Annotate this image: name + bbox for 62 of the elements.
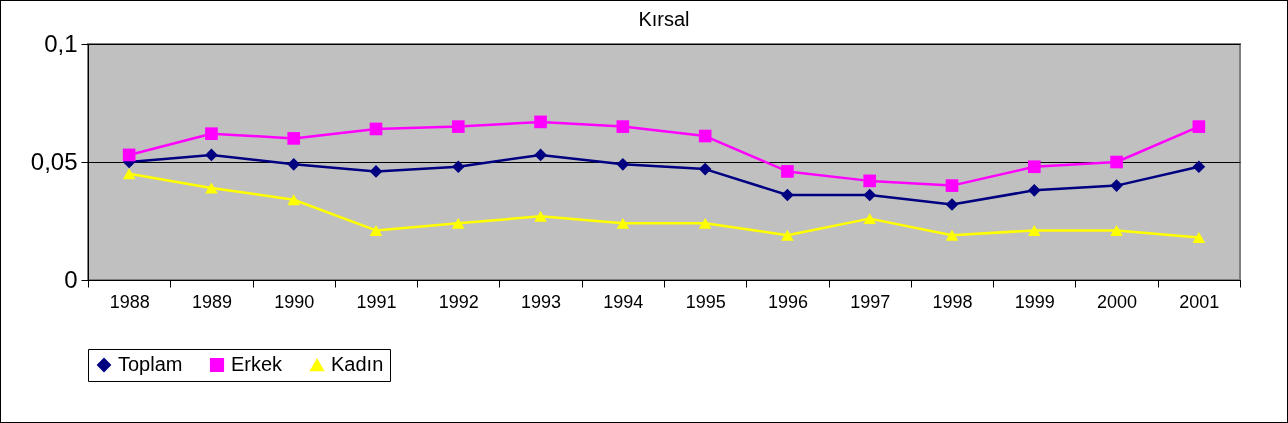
point — [534, 148, 547, 162]
point — [451, 160, 465, 174]
x-tick-label: 1989 — [191, 291, 232, 312]
x-tick-label: 1997 — [850, 291, 891, 312]
x-tick-label: 1993 — [521, 291, 562, 312]
point — [616, 158, 630, 171]
point — [205, 182, 218, 194]
legend-label: Kadın — [331, 353, 384, 375]
point — [451, 120, 465, 133]
point — [1110, 179, 1123, 192]
y-tick-label: 0 — [64, 265, 78, 293]
legend-label: Toplam — [118, 353, 183, 375]
point — [122, 148, 136, 162]
point — [369, 122, 383, 136]
point — [534, 115, 547, 129]
x-tick-label: 1994 — [603, 291, 644, 312]
point — [863, 213, 877, 225]
point — [1192, 120, 1206, 133]
x-tick-label: 1991 — [356, 291, 397, 312]
point — [369, 165, 383, 178]
point — [616, 120, 630, 133]
y-tick-label: 0,1 — [44, 29, 78, 57]
point — [287, 194, 301, 206]
point — [945, 229, 959, 241]
point — [534, 210, 547, 222]
point — [451, 217, 465, 229]
point — [205, 148, 218, 162]
point — [781, 229, 794, 241]
point — [698, 217, 712, 229]
x-tick-label: 2001 — [1179, 291, 1220, 312]
point — [205, 127, 218, 140]
y-tick-label: 0,05 — [30, 147, 78, 175]
point — [1110, 224, 1123, 236]
point — [1192, 160, 1206, 174]
point — [1027, 184, 1041, 197]
x-tick-label: 1999 — [1014, 291, 1055, 312]
point — [1027, 160, 1041, 174]
legend-label: Erkek — [231, 353, 284, 375]
point — [1027, 224, 1041, 236]
point — [1110, 155, 1123, 169]
point — [369, 224, 383, 236]
x-tick-label: 1992 — [438, 291, 479, 312]
x-tick-label: 1998 — [932, 291, 973, 312]
point — [287, 132, 301, 145]
x-tick-label: 1988 — [109, 291, 150, 312]
chart-title: Kırsal — [638, 8, 690, 30]
point — [781, 165, 794, 178]
x-tick-label: 1996 — [767, 291, 808, 312]
x-tick-label: 2000 — [1097, 291, 1138, 312]
point — [1192, 232, 1206, 243]
point — [945, 179, 959, 192]
point — [863, 174, 877, 188]
point — [781, 188, 794, 202]
x-tick-label: 1990 — [274, 291, 315, 312]
point — [698, 129, 712, 143]
point — [698, 162, 712, 176]
x-tick-label: 1995 — [685, 291, 726, 312]
point — [287, 158, 301, 171]
point — [122, 168, 136, 180]
point — [945, 198, 959, 211]
point — [863, 188, 877, 202]
point — [616, 217, 630, 229]
